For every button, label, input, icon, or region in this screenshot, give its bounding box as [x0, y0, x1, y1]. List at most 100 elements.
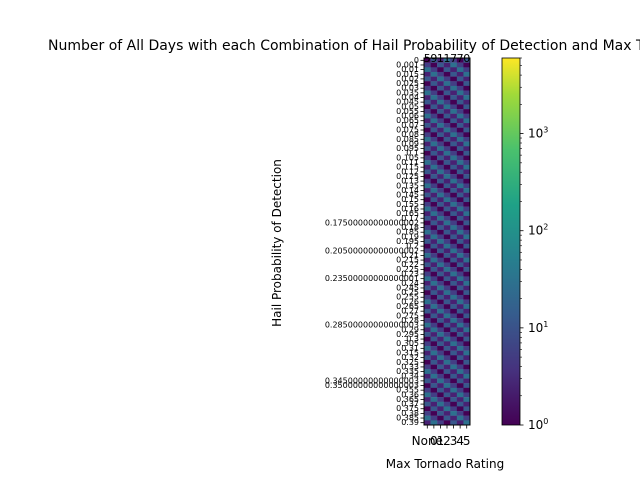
heatmap-cell — [463, 262, 471, 268]
heatmap-cell — [456, 160, 464, 166]
y-tick-label: 0.35000000000000003 — [325, 381, 419, 390]
heatmap-cell — [430, 155, 438, 161]
heatmap-cell — [456, 95, 464, 101]
heatmap-cell — [430, 355, 438, 361]
y-tick-label: 0.155 — [396, 200, 419, 209]
heatmap-cell — [443, 378, 451, 384]
heatmap-cell — [430, 280, 438, 286]
heatmap-cell — [450, 378, 458, 384]
heatmap-cell — [443, 239, 451, 245]
heatmap-cell — [424, 397, 431, 402]
heatmap-cell — [430, 104, 438, 110]
heatmap-cell — [437, 90, 444, 96]
heatmap-cell — [443, 164, 451, 170]
heatmap-cell — [430, 364, 438, 370]
heatmap-cell — [437, 392, 444, 398]
heatmap-cell — [450, 276, 458, 282]
heatmap-cell — [463, 359, 471, 365]
heatmap-cell — [450, 225, 458, 231]
heatmap-cell — [443, 401, 451, 407]
heatmap-cell — [430, 71, 438, 77]
heatmap-cell — [463, 387, 471, 393]
y-tick-label: 0 — [414, 56, 419, 65]
y-tick-label: 0.275 — [396, 311, 419, 320]
heatmap-cell — [463, 123, 471, 128]
heatmap-cell — [456, 229, 464, 235]
heatmap-cell — [450, 234, 458, 240]
heatmap-cell — [430, 202, 438, 207]
y-axis-ticks: 00.0010.010.0150.020.0250.030.0350.040.0… — [325, 56, 424, 427]
heatmap-cell — [463, 174, 471, 179]
heatmap-cell — [437, 58, 444, 63]
heatmap-cell — [443, 392, 451, 398]
heatmap-cell — [424, 99, 431, 105]
heatmap-cell — [456, 169, 464, 175]
heatmap-cell — [437, 123, 444, 128]
heatmap-cell — [443, 104, 451, 110]
heatmap-cell — [450, 290, 458, 296]
y-tick-label: 0.36 — [401, 390, 419, 399]
heatmap-cell — [456, 355, 464, 361]
heatmap-cell — [430, 136, 438, 142]
plot-frame — [423, 57, 471, 426]
heatmap-cell — [463, 313, 471, 319]
y-tick-label: 0.08 — [401, 130, 419, 139]
heatmap-cell — [424, 146, 431, 152]
heatmap-cell — [443, 109, 451, 114]
y-tick-label: 0.39 — [401, 418, 419, 427]
heatmap-cell — [437, 104, 444, 110]
heatmap-cell — [450, 90, 458, 96]
heatmap-cell — [450, 220, 458, 226]
heatmap-cell — [456, 290, 464, 296]
heatmap-cell — [424, 123, 431, 128]
heatmap-cell — [463, 206, 471, 212]
heatmap-cell — [437, 67, 444, 73]
heatmap-cell — [450, 253, 458, 258]
y-tick-label: 0.245 — [396, 283, 419, 292]
heatmap-cell — [430, 271, 438, 277]
heatmap-cell — [437, 169, 444, 175]
heatmap-cell — [463, 136, 471, 142]
heatmap-cell — [424, 192, 431, 198]
heatmap-cell — [463, 197, 471, 203]
heatmap-cell — [463, 146, 471, 152]
heatmap-cell — [437, 229, 444, 235]
heatmap-cell — [443, 132, 451, 138]
heatmap-cell — [443, 141, 451, 147]
heatmap-cell — [456, 350, 464, 356]
heatmap-cell — [430, 225, 438, 231]
y-tick-label: 0.22 — [401, 260, 419, 269]
heatmap-cell — [463, 257, 471, 263]
heatmap-cell — [430, 234, 438, 240]
heatmap-cell — [437, 313, 444, 319]
heatmap-cell — [443, 155, 451, 161]
x-tick-label: 5 — [463, 434, 471, 448]
heatmap-cell — [463, 406, 471, 412]
heatmap-cell — [443, 364, 451, 370]
heatmap-cell — [443, 62, 451, 68]
heatmap-cell — [463, 276, 471, 282]
heatmap-cell — [456, 136, 464, 142]
heatmap-cell — [456, 211, 464, 217]
y-tick-label: 0.23 — [401, 270, 419, 279]
heatmap-cell — [424, 285, 431, 291]
heatmap-cell — [456, 113, 464, 119]
heatmap-cell — [463, 369, 471, 375]
heatmap-cell — [463, 90, 471, 96]
heatmap-cell — [450, 197, 458, 203]
heatmap-cell — [424, 383, 431, 389]
heatmap-cell — [430, 350, 438, 356]
y-tick-label: 0.04 — [401, 93, 419, 102]
heatmap-cell — [450, 81, 458, 87]
y-tick-label: 0.045 — [396, 98, 419, 107]
heatmap-cell — [437, 95, 444, 101]
heatmap-cell — [450, 239, 458, 245]
heatmap-cell — [430, 95, 438, 101]
heatmap-cell — [424, 387, 431, 393]
heatmap-cell — [463, 155, 471, 161]
heatmap-cell — [456, 294, 464, 300]
heatmap-cell — [456, 359, 464, 365]
y-tick-label: 0.11 — [401, 158, 419, 167]
heatmap-cell — [437, 127, 444, 133]
